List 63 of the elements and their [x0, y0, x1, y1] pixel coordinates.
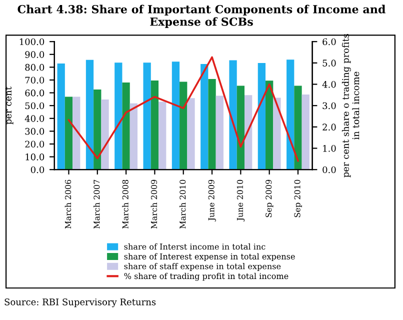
x-tick-label: Sep 2010	[294, 180, 302, 218]
bar	[286, 60, 294, 170]
bar	[266, 80, 274, 170]
y-tick-label: 20.0	[25, 140, 44, 148]
bar	[180, 82, 188, 170]
bar	[187, 98, 195, 170]
y2-tick-label: 6.0	[322, 38, 336, 46]
bar	[86, 60, 94, 170]
y-tick-label: 0.0	[30, 166, 44, 174]
bar	[143, 62, 151, 170]
bar	[57, 63, 65, 170]
bar	[216, 96, 224, 170]
bar	[208, 78, 216, 170]
y2-axis-title: per cent share o trading profits in total income	[342, 34, 360, 178]
y2-tick-label: 3.0	[322, 102, 336, 110]
y-tick-label: 40.0	[24, 115, 44, 122]
y-tick-label: 60.0	[25, 90, 44, 96]
x-tick-label: March 2006	[64, 180, 72, 229]
bar	[229, 60, 237, 170]
legend-label: share of Interst income in total inc	[124, 243, 266, 250]
bar	[101, 99, 109, 170]
bar	[72, 96, 80, 170]
bar	[302, 94, 310, 170]
bar	[172, 62, 180, 170]
y-tick-label: 30.0	[25, 128, 44, 135]
x-tick-label: June 2010	[236, 180, 245, 222]
bar	[122, 82, 130, 170]
bar	[64, 96, 73, 170]
bar	[130, 103, 138, 170]
bar	[273, 98, 281, 170]
y2-tick-label: 2.0	[322, 124, 336, 130]
y-tick-label: 10.0	[26, 154, 44, 160]
line-series	[68, 56, 299, 162]
y2-tick-label: 0.0	[322, 166, 336, 174]
bar	[114, 62, 122, 170]
bar	[200, 64, 208, 170]
chart-title: Chart 4.38: Share of Important Components of Income and Expense of SCBs	[18, 4, 386, 28]
legend-label: share of Interest expense in total expense	[124, 253, 295, 262]
y-tick-label: 100.0	[20, 38, 44, 46]
legend-label: % share of trading profit in total income	[124, 272, 288, 281]
y-tick-label: 70.0	[25, 76, 44, 84]
x-tick-label: March 2010	[179, 180, 186, 229]
y-axis-title: per cent	[5, 86, 14, 124]
y2-tick-label: 1.0	[323, 144, 336, 152]
bar	[158, 102, 166, 170]
x-tick-label: March 2007	[93, 180, 100, 229]
y-tick-label: 90.0	[25, 51, 44, 58]
y-tick-label: 80.0	[25, 64, 44, 71]
source-note: Source: RBI Supervisory Returns	[4, 298, 156, 308]
legend-label: share of staff expense in total expense	[124, 263, 281, 271]
y-tick-label: 50.0	[25, 102, 44, 110]
bar	[236, 86, 244, 170]
y2-tick-label: 5.0	[322, 60, 336, 66]
x-tick-label: June 2009	[208, 180, 216, 222]
bar	[258, 62, 266, 170]
bar	[94, 89, 102, 170]
x-tick-label: Sep 2009	[266, 180, 274, 218]
x-tick-label: March 2008	[122, 180, 128, 229]
bar	[150, 80, 159, 170]
bar	[244, 95, 252, 170]
y2-tick-label: 4.0	[322, 80, 336, 88]
bar	[294, 86, 302, 170]
x-tick-label: March 2009	[150, 180, 158, 229]
